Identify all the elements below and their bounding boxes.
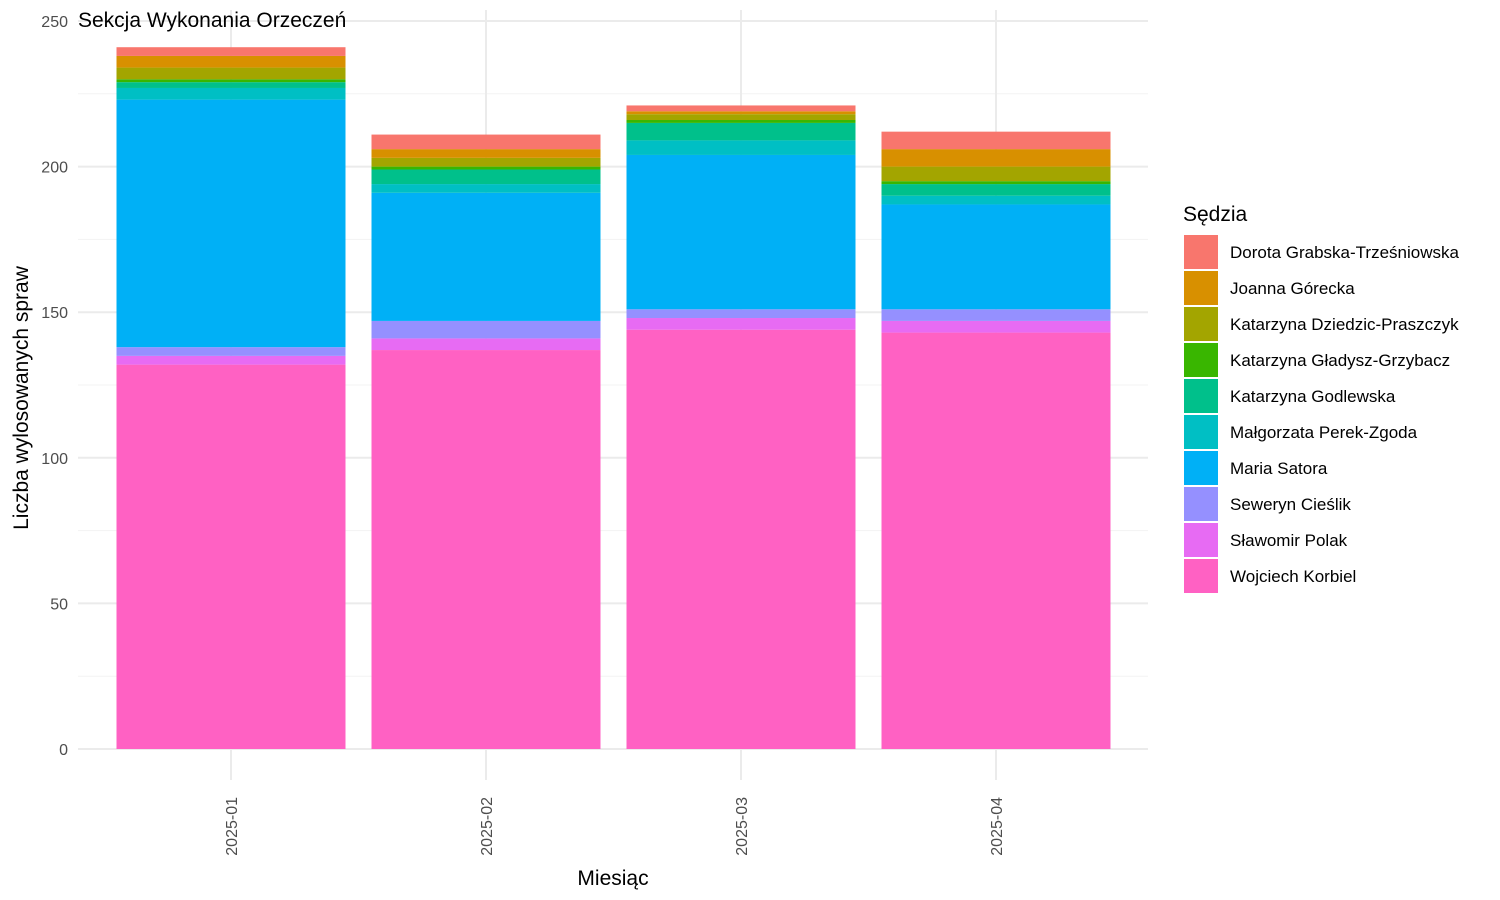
legend-label: Joanna Górecka	[1230, 279, 1355, 298]
y-axis-title: Liczba wylosowanych spraw	[10, 265, 33, 530]
bar-segment	[371, 169, 601, 185]
bar-segment	[626, 105, 856, 112]
bar-segment	[626, 154, 856, 310]
bar-segment	[881, 309, 1111, 321]
bars	[116, 47, 1111, 749]
legend-label: Dorota Grabska-Trześniowska	[1230, 243, 1459, 262]
bar-segment	[116, 55, 346, 68]
legend-label: Wojciech Korbiel	[1230, 567, 1356, 586]
bar-segment	[881, 320, 1111, 333]
x-tick-label: 2025-03	[734, 797, 751, 856]
legend-key	[1184, 235, 1218, 269]
bar-segment	[626, 329, 856, 749]
bar-segment	[116, 99, 346, 348]
bar-segment	[881, 149, 1111, 167]
y-tick-label: 150	[41, 305, 68, 322]
bar-segment	[371, 184, 601, 193]
x-axis-title: Miesiąc	[577, 867, 648, 890]
legend-key	[1184, 307, 1218, 341]
bar-segment	[881, 131, 1111, 150]
bar-segment	[116, 355, 346, 365]
bar-segment	[626, 122, 856, 141]
bar-segment	[881, 204, 1111, 310]
bar-segment	[116, 364, 346, 749]
legend-label: Katarzyna Gładysz-Grzybacz	[1230, 351, 1450, 370]
bar-segment	[116, 82, 346, 88]
bar-segment	[371, 149, 601, 158]
y-axis-ticks: 0 50 100 150 200 250	[41, 14, 68, 759]
bar-segment	[881, 332, 1111, 749]
bar-segment	[116, 79, 346, 83]
legend-key	[1184, 415, 1218, 449]
y-tick-label: 200	[41, 160, 68, 177]
x-tick-label: 2025-04	[989, 797, 1006, 856]
legend-label: Maria Satora	[1230, 459, 1328, 478]
bar-segment	[371, 166, 601, 170]
legend-label: Seweryn Cieślik	[1230, 495, 1351, 514]
legend-label: Sławomir Polak	[1230, 531, 1348, 550]
bar-segment	[626, 140, 856, 155]
bar-segment	[371, 157, 601, 167]
x-axis-ticks: 2025-01 2025-02 2025-03 2025-04	[224, 797, 1006, 856]
bar-segment	[371, 192, 601, 321]
bar-segment	[116, 47, 346, 56]
x-tick-label: 2025-01	[224, 797, 241, 856]
bar-segment	[881, 195, 1111, 205]
bar-segment	[881, 181, 1111, 185]
legend-key	[1184, 559, 1218, 593]
bar-segment	[371, 350, 601, 749]
legend-key	[1184, 343, 1218, 377]
bar-segment	[626, 114, 856, 121]
bar-segment	[626, 318, 856, 330]
bar-segment	[626, 120, 856, 123]
chart-title: Sekcja Wykonania Orzeczeń	[78, 9, 346, 32]
bar-segment	[626, 309, 856, 319]
legend-label: Małgorzata Perek-Zgoda	[1230, 423, 1418, 442]
legend-key	[1184, 271, 1218, 305]
y-tick-label: 50	[50, 596, 68, 613]
y-tick-label: 0	[59, 742, 68, 759]
y-tick-label: 250	[41, 14, 68, 31]
bar-segment	[626, 111, 856, 115]
bar-segment	[881, 166, 1111, 182]
legend-key	[1184, 523, 1218, 557]
legend-key	[1184, 451, 1218, 485]
bar-segment	[116, 87, 346, 100]
bar-segment	[371, 134, 601, 150]
legend-key	[1184, 379, 1218, 413]
x-tick-label: 2025-02	[479, 797, 496, 856]
bar-segment	[116, 67, 346, 80]
legend: Sędzia Dorota Grabska-Trześniowska Joanna…	[1183, 203, 1459, 593]
legend-label: Katarzyna Godlewska	[1230, 387, 1396, 406]
legend-title: Sędzia	[1183, 203, 1248, 226]
legend-key	[1184, 487, 1218, 521]
bar-segment	[116, 347, 346, 356]
bar-segment	[371, 320, 601, 339]
y-tick-label: 100	[41, 451, 68, 468]
legend-label: Katarzyna Dziedzic-Praszczyk	[1230, 315, 1459, 334]
bar-segment	[371, 338, 601, 351]
bar-segment	[881, 184, 1111, 196]
